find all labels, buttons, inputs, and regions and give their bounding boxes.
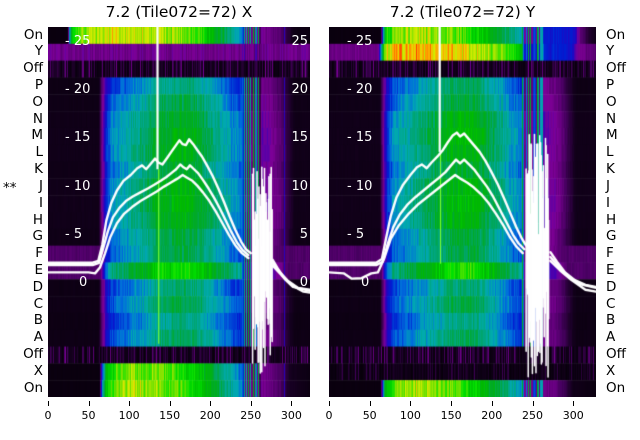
row-label-left: B (33, 312, 43, 329)
row-label-left: Y (34, 43, 43, 60)
row-label-right: L (606, 144, 614, 161)
x-axis-tick-label: 100 (399, 409, 421, 422)
x-axis-tick (48, 401, 49, 406)
row-label-right: A (606, 329, 616, 346)
row-label-left: M (31, 127, 43, 144)
x-axis-tick-label: 100 (118, 409, 140, 422)
x-axis-tick (491, 401, 493, 406)
row-label-left: Off (23, 346, 43, 363)
row-label-left: Off (23, 60, 43, 77)
row-label-right: D (606, 278, 617, 295)
ytick-left-panel-left-edge: - 15 (65, 130, 91, 146)
row-label-right: M (606, 127, 618, 144)
x-axis-tick (169, 401, 171, 406)
ytick-right-panel-left-edge: - 25 (347, 34, 373, 49)
ytick-right-panel-left-edge: 0 (361, 275, 370, 290)
row-label-left: I (39, 194, 43, 211)
row-label-left: F (35, 245, 43, 262)
ytick-left-panel-left-edge: 0 (79, 275, 88, 290)
ytick-right-panel-left-edge: - 10 (347, 178, 373, 194)
row-label-left: X (33, 362, 43, 379)
row-label-left: H (32, 211, 43, 228)
ytick-left-panel-left-edge: - 5 (65, 226, 83, 242)
row-label-right: C (606, 295, 616, 312)
x-axis-tick-label: 250 (240, 409, 262, 422)
row-label-left: A (33, 329, 43, 346)
row-label-right: K (606, 161, 615, 178)
x-axis-tick-label: 0 (325, 409, 333, 422)
panel-title-y: 7.2 (Tile072=72) Y (389, 3, 536, 21)
row-label-right: Off (606, 346, 626, 363)
row-label-left: N (32, 110, 43, 127)
x-axis-tick-label: 200 (199, 409, 221, 422)
row-label-left: C (33, 295, 43, 312)
row-label-left: K (34, 161, 43, 178)
heatmap-panel-y (329, 27, 596, 397)
ytick-left-panel-right-edge: 0 (299, 275, 308, 290)
row-label-right: B (606, 312, 616, 329)
row-labels-right: On Y Off P O N M L K J I H G F E D C B A Off X On (606, 27, 640, 397)
row-label-left: L (35, 144, 43, 161)
ytick-right-panel-left-edge: - 15 (347, 130, 373, 146)
row-label-right: On (606, 26, 626, 43)
ytick-left-panel-right-edge: 10 (291, 178, 308, 194)
x-axis-tick-label: 250 (522, 409, 543, 422)
row-label-left: J (39, 177, 43, 194)
row-label-left: O (32, 93, 43, 110)
row-label-right: N (606, 110, 617, 127)
row-label-right: F (606, 245, 614, 262)
row-label-left: G (32, 228, 43, 245)
row-label-right: E (606, 261, 615, 278)
x-axis-tick (329, 401, 330, 406)
x-axis-tick-label: 50 (81, 409, 96, 422)
ytick-right-panel-left-edge: - 20 (347, 82, 373, 98)
x-axis-tick-label: 150 (440, 409, 462, 422)
x-axis-tick (451, 401, 453, 406)
x-axis-tick (410, 401, 412, 406)
x-axis-tick-label: 300 (562, 409, 584, 422)
x-axis-tick (250, 401, 252, 406)
row-label-right: H (606, 211, 617, 228)
ytick-right-panel-left-edge: - 5 (347, 226, 365, 242)
heatmap-panel-x (48, 27, 310, 397)
x-axis-tick (210, 401, 212, 406)
row-label-right: X (606, 362, 616, 379)
row-label-right: Off (606, 60, 626, 77)
x-axis-tick (532, 401, 534, 406)
row-label-right: P (606, 76, 615, 93)
x-axis-tick (573, 401, 575, 406)
panel-title-x: 7.2 (Tile072=72) X (105, 3, 253, 21)
row-marker: ** (3, 180, 17, 197)
row-label-right: I (606, 194, 610, 211)
ytick-left-panel-left-edge: - 25 (65, 34, 91, 49)
ytick-left-panel-left-edge: - 20 (65, 82, 91, 98)
ytick-left-panel-right-edge: 20 (291, 82, 308, 98)
x-axis-tick (88, 401, 90, 406)
x-axis-tick-label: 200 (481, 409, 503, 422)
x-axis-tick (369, 401, 371, 406)
row-label-left: On (23, 26, 43, 43)
ytick-left-panel-right-edge: 5 (299, 226, 308, 242)
x-axis-tick (291, 401, 293, 406)
row-label-left: E (34, 261, 43, 278)
ytick-left-panel-right-edge: 15 (291, 130, 308, 146)
row-label-right: G (606, 228, 617, 245)
ytick-left-panel-left-edge: - 10 (65, 178, 91, 194)
row-label-right: O (606, 93, 617, 110)
row-label-right: J (606, 177, 610, 194)
ytick-left-panel-right-edge: 25 (291, 34, 308, 49)
x-axis-tick-label: 50 (362, 409, 377, 422)
x-axis-tick-label: 0 (44, 409, 52, 422)
x-axis-tick-label: 150 (159, 409, 181, 422)
row-label-left: On (23, 379, 43, 396)
row-labels-left: On Y Off P O N M L K J I H G F E D C B A Off X On (0, 27, 43, 397)
row-label-left: P (34, 76, 43, 93)
x-axis-tick-label: 300 (280, 409, 302, 422)
row-label-right: Y (606, 43, 615, 60)
row-label-right: On (606, 379, 626, 396)
x-axis-tick (129, 401, 131, 406)
row-label-left: D (32, 278, 43, 295)
